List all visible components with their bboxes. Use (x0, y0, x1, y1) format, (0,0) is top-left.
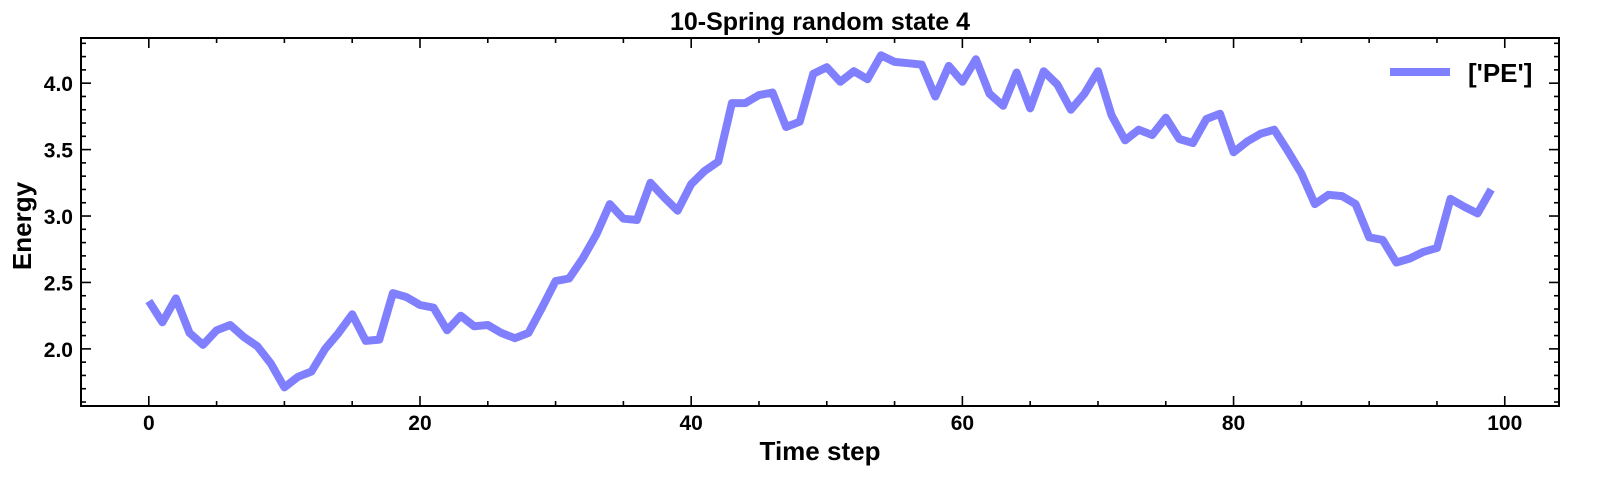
legend: ['PE'] (1390, 58, 1532, 88)
y-tick-label: 3.0 (44, 206, 73, 229)
y-tick-label: 2.0 (44, 339, 73, 362)
x-tick-label: 20 (408, 412, 431, 435)
x-tick-label: 40 (680, 412, 703, 435)
x-tick-label: 80 (1222, 412, 1245, 435)
plot-frame (80, 37, 1560, 407)
x-axis-label: Time step (760, 436, 881, 466)
legend-label: ['PE'] (1468, 58, 1532, 88)
y-tick-label: 2.5 (44, 272, 74, 295)
y-tick-label: 3.5 (44, 140, 74, 163)
x-axis: 0 20 40 60 80 100 (143, 38, 1522, 435)
y-axis: 2.0 2.5 3.0 3.5 4.0 (44, 73, 1559, 362)
x-tick-label: 0 (143, 412, 155, 435)
x-tick-label: 100 (1487, 412, 1522, 435)
y-axis-label: Energy (7, 181, 37, 270)
x-tick-label: 60 (951, 412, 974, 435)
series-layer (145, 51, 1495, 392)
minor-ticks (81, 38, 1559, 406)
chart-title: 10-Spring random state 4 (670, 8, 970, 36)
y-tick-label: 4.0 (44, 73, 73, 96)
series-line-pe (145, 51, 1495, 392)
